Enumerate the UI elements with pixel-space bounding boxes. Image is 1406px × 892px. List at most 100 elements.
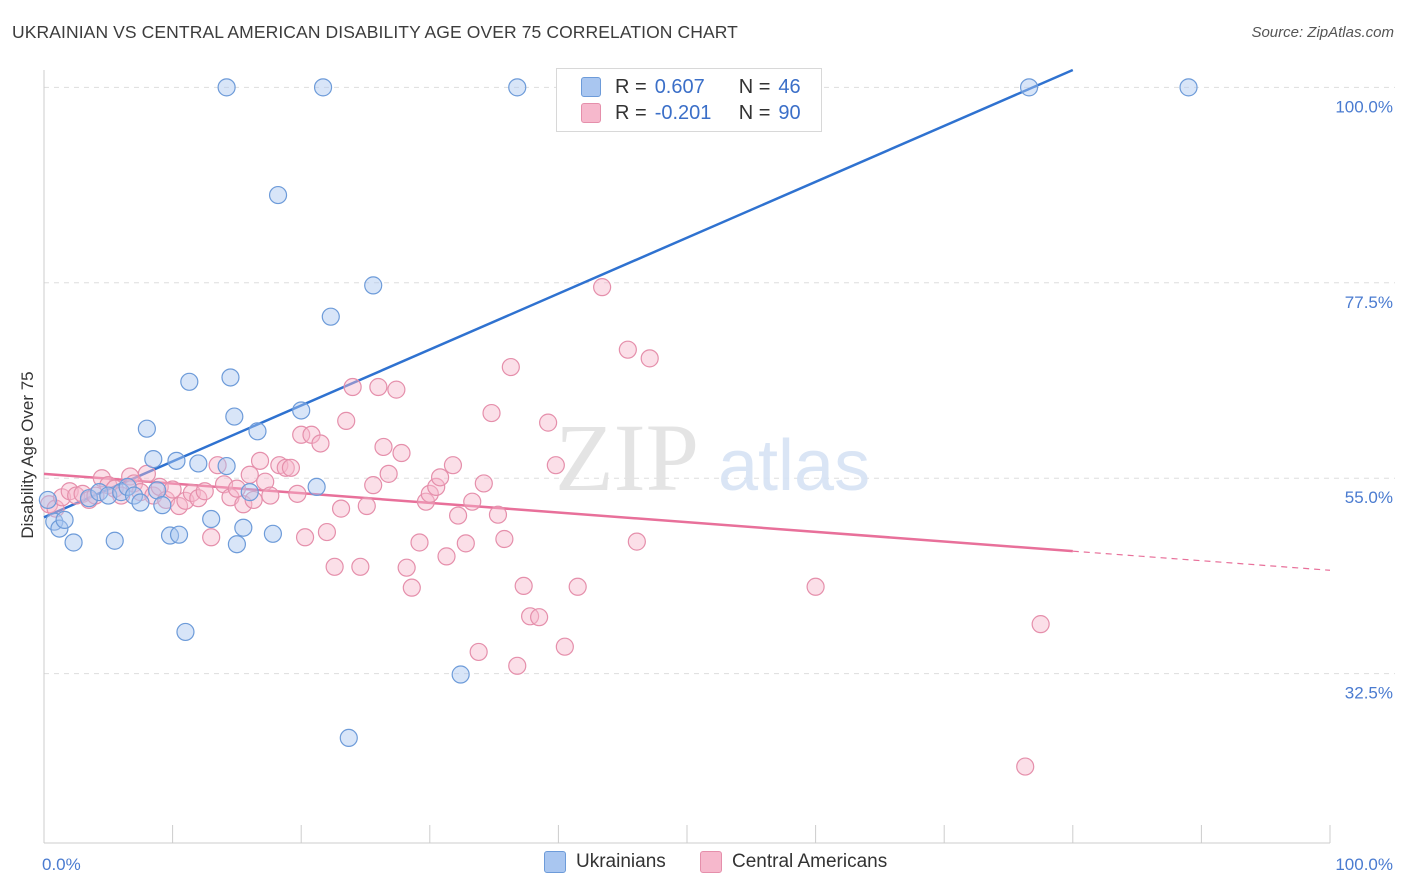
y-axis-title: Disability Age Over 75 bbox=[18, 371, 37, 538]
ukrainian-point bbox=[508, 78, 527, 97]
central-american-point bbox=[331, 499, 351, 518]
legend-n-value: 46 bbox=[778, 75, 801, 98]
ukrainian-point bbox=[307, 477, 326, 496]
central-american-point bbox=[250, 451, 270, 470]
ukrainian-point bbox=[38, 490, 57, 510]
ukrainian-trend-line bbox=[43, 68, 1074, 519]
legend-swatch-central-americans bbox=[581, 103, 601, 123]
y-tick-label: 77.5% bbox=[1345, 293, 1393, 312]
central-american-point bbox=[1031, 615, 1050, 634]
ukrainian-point bbox=[167, 451, 186, 470]
central-american-point bbox=[474, 474, 493, 493]
central-american-point bbox=[369, 377, 388, 397]
ukrainian-point bbox=[227, 535, 246, 554]
source-label: Source: ZipAtlas.com bbox=[1251, 24, 1394, 41]
ukrainian-point bbox=[313, 78, 333, 97]
ukrainian-point bbox=[64, 533, 83, 552]
ukrainian-point bbox=[240, 483, 259, 502]
ukrainian-point bbox=[105, 531, 124, 550]
bottom-swatch-central-americans bbox=[700, 851, 722, 873]
watermark: ZIP atlas bbox=[555, 404, 870, 511]
central-american-point bbox=[364, 476, 383, 495]
central-american-point bbox=[337, 411, 356, 430]
central-american-point bbox=[555, 637, 574, 656]
central-american-point bbox=[539, 413, 558, 432]
ukrainian-point bbox=[339, 728, 358, 748]
ukrainian-point bbox=[124, 486, 144, 505]
ukrainian-point bbox=[55, 510, 74, 530]
ukrainian-point bbox=[234, 518, 253, 537]
x-tick-label-max: 100.0% bbox=[1335, 855, 1393, 874]
ukrainian-point bbox=[248, 422, 267, 441]
legend-n-key: N = bbox=[738, 101, 771, 124]
gridlines bbox=[44, 86, 1395, 675]
central-american-point bbox=[317, 522, 337, 542]
ukrainian-point bbox=[1179, 78, 1198, 97]
legend-swatch-ukrainians bbox=[581, 77, 601, 97]
central-american-point bbox=[593, 278, 612, 297]
central-american-point bbox=[256, 472, 275, 491]
central-american-point bbox=[163, 480, 182, 499]
bottom-legend-label: Ukrainians bbox=[576, 851, 666, 872]
ukrainian-point bbox=[364, 276, 383, 295]
central-american-point bbox=[482, 403, 501, 423]
central-american-point bbox=[351, 557, 370, 576]
central-american-point bbox=[276, 458, 295, 477]
y-tick-label: 55.0% bbox=[1345, 488, 1393, 507]
central-american-point bbox=[495, 529, 514, 549]
bottom-swatch-ukrainians bbox=[544, 851, 566, 873]
ukrainian-point bbox=[225, 407, 244, 426]
y-tick-label: 100.0% bbox=[1335, 97, 1393, 116]
central-american-point bbox=[427, 477, 446, 496]
data-points bbox=[38, 78, 1198, 776]
bottom-legend-label: Central Americans bbox=[732, 851, 888, 872]
ukrainian-point bbox=[50, 519, 69, 538]
central-american-point bbox=[92, 469, 111, 488]
central-american-trend-extension bbox=[1072, 550, 1331, 571]
watermark-zip: ZIP bbox=[555, 404, 699, 511]
central-american-point bbox=[374, 437, 393, 457]
ukrainian-point bbox=[137, 419, 156, 438]
ukrainian-point bbox=[202, 509, 221, 529]
ukrainian-point bbox=[268, 185, 288, 205]
ukrainian-point bbox=[451, 665, 470, 684]
central-american-point bbox=[343, 377, 362, 397]
central-american-point bbox=[357, 496, 376, 516]
ukrainian-point bbox=[79, 489, 99, 508]
ukrainian-point bbox=[217, 78, 236, 97]
ukrainian-point bbox=[189, 454, 208, 473]
ukrainian-point bbox=[176, 622, 195, 642]
central-american-point bbox=[387, 380, 406, 399]
central-american-point bbox=[397, 558, 416, 577]
axes bbox=[43, 70, 1331, 844]
central-american-point bbox=[410, 533, 429, 552]
legend-r-key: R = bbox=[615, 75, 647, 98]
legend-r-value: -0.201 bbox=[654, 101, 712, 124]
legend-r-key: R = bbox=[615, 101, 647, 124]
central-american-point bbox=[640, 349, 659, 368]
central-american-point bbox=[295, 528, 315, 547]
central-american-point bbox=[463, 492, 482, 511]
central-american-point bbox=[469, 642, 488, 662]
central-american-point bbox=[448, 506, 468, 525]
central-american-point bbox=[806, 577, 825, 596]
central-american-point bbox=[1016, 757, 1035, 776]
legend-r-value: 0.607 bbox=[654, 75, 705, 98]
central-american-point bbox=[508, 656, 527, 675]
central-american-point bbox=[288, 484, 307, 503]
legend-row-ukrainians: R = 0.607 N = 46 bbox=[581, 74, 801, 100]
central-american-point bbox=[443, 456, 463, 475]
central-american-point bbox=[281, 458, 301, 477]
central-american-point bbox=[202, 528, 221, 547]
chart-title: UKRAINIAN VS CENTRAL AMERICAN DISABILITY… bbox=[12, 22, 738, 42]
central-american-point bbox=[325, 557, 344, 576]
central-american-point bbox=[568, 577, 587, 596]
central-american-point bbox=[392, 443, 411, 463]
ukrainian-point bbox=[180, 372, 199, 391]
ukrainian-point bbox=[321, 307, 340, 326]
central-american-point bbox=[402, 578, 421, 597]
y-tick-label: 32.5% bbox=[1345, 684, 1393, 703]
ukrainian-point bbox=[263, 524, 283, 543]
central-american-point bbox=[430, 468, 450, 487]
